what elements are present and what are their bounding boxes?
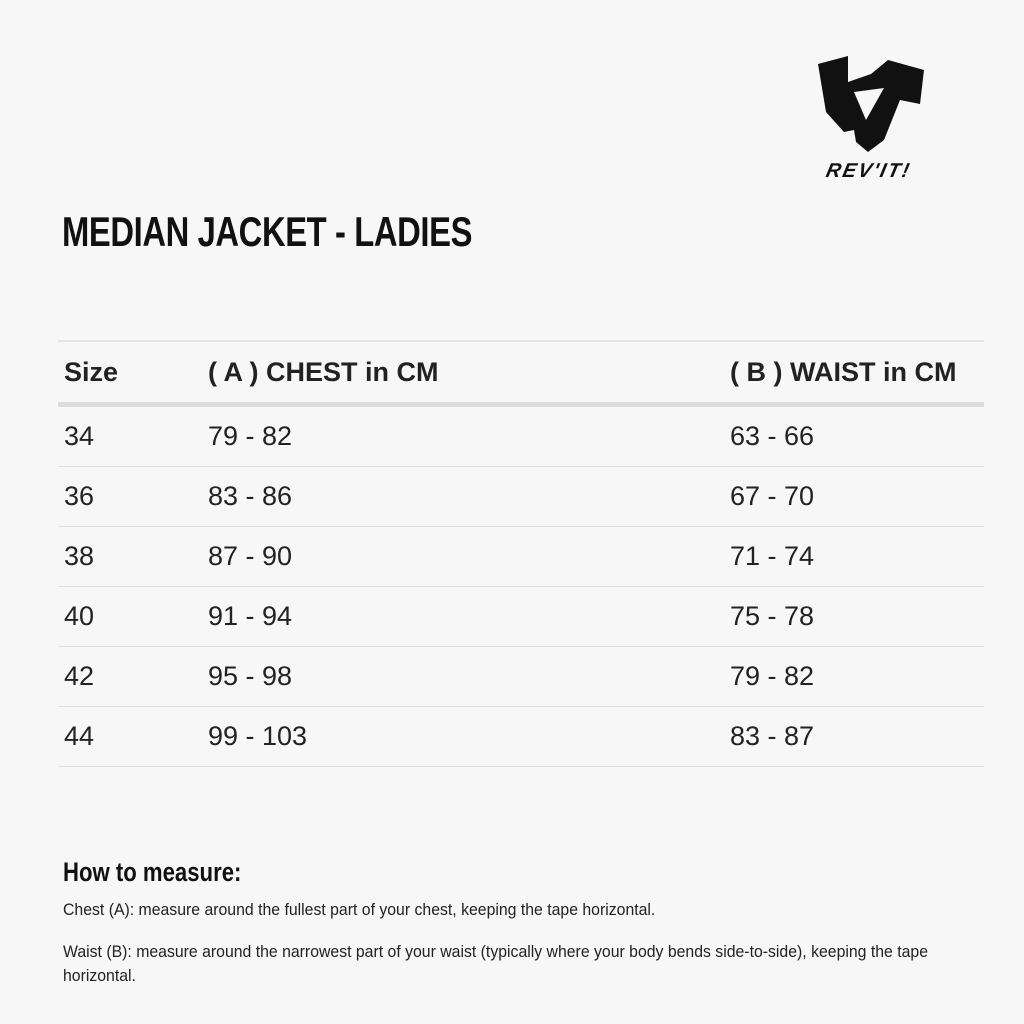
table-row: 44 99 - 103 83 - 87 [58, 706, 984, 767]
waist-cell: 83 - 87 [724, 706, 984, 767]
chest-cell: 83 - 86 [202, 466, 724, 527]
size-cell: 34 [58, 404, 202, 467]
chest-cell: 95 - 98 [202, 646, 724, 707]
header-size: Size [58, 341, 202, 407]
table-header-row: Size ( A ) CHEST in CM ( B ) WAIST in CM [58, 341, 984, 407]
page-title: MEDIAN JACKET - LADIES [62, 208, 473, 255]
size-cell: 38 [58, 526, 202, 587]
waist-cell: 79 - 82 [724, 646, 984, 707]
table-row: 38 87 - 90 71 - 74 [58, 526, 984, 587]
chest-cell: 79 - 82 [202, 404, 724, 467]
size-cell: 40 [58, 586, 202, 647]
chest-cell: 87 - 90 [202, 526, 724, 587]
revit-logo: REV'IT! [796, 52, 941, 187]
how-to-measure-heading: How to measure: [63, 857, 242, 887]
chest-instruction: Chest (A): measure around the fullest pa… [63, 900, 656, 919]
waist-cell: 63 - 66 [724, 404, 984, 467]
table-row: 34 79 - 82 63 - 66 [58, 404, 984, 467]
size-cell: 36 [58, 466, 202, 527]
revit-shield-icon [818, 56, 924, 152]
size-cell: 44 [58, 706, 202, 767]
waist-instruction: Waist (B): measure around the narrowest … [63, 942, 929, 985]
table-row: 36 83 - 86 67 - 70 [58, 466, 984, 527]
header-chest: ( A ) CHEST in CM [202, 341, 724, 407]
size-chart-table: Size ( A ) CHEST in CM ( B ) WAIST in CM… [58, 340, 984, 767]
waist-cell: 71 - 74 [724, 526, 984, 587]
how-to-measure-section: How to measure: Chest (A): measure aroun… [63, 857, 983, 1006]
waist-cell: 67 - 70 [724, 466, 984, 527]
table-row: 40 91 - 94 75 - 78 [58, 586, 984, 647]
waist-cell: 75 - 78 [724, 586, 984, 647]
size-cell: 42 [58, 646, 202, 707]
header-waist: ( B ) WAIST in CM [724, 341, 984, 407]
chest-cell: 99 - 103 [202, 706, 724, 767]
table-row: 42 95 - 98 79 - 82 [58, 646, 984, 707]
revit-wordmark: REV'IT! [824, 160, 914, 182]
chest-cell: 91 - 94 [202, 586, 724, 647]
